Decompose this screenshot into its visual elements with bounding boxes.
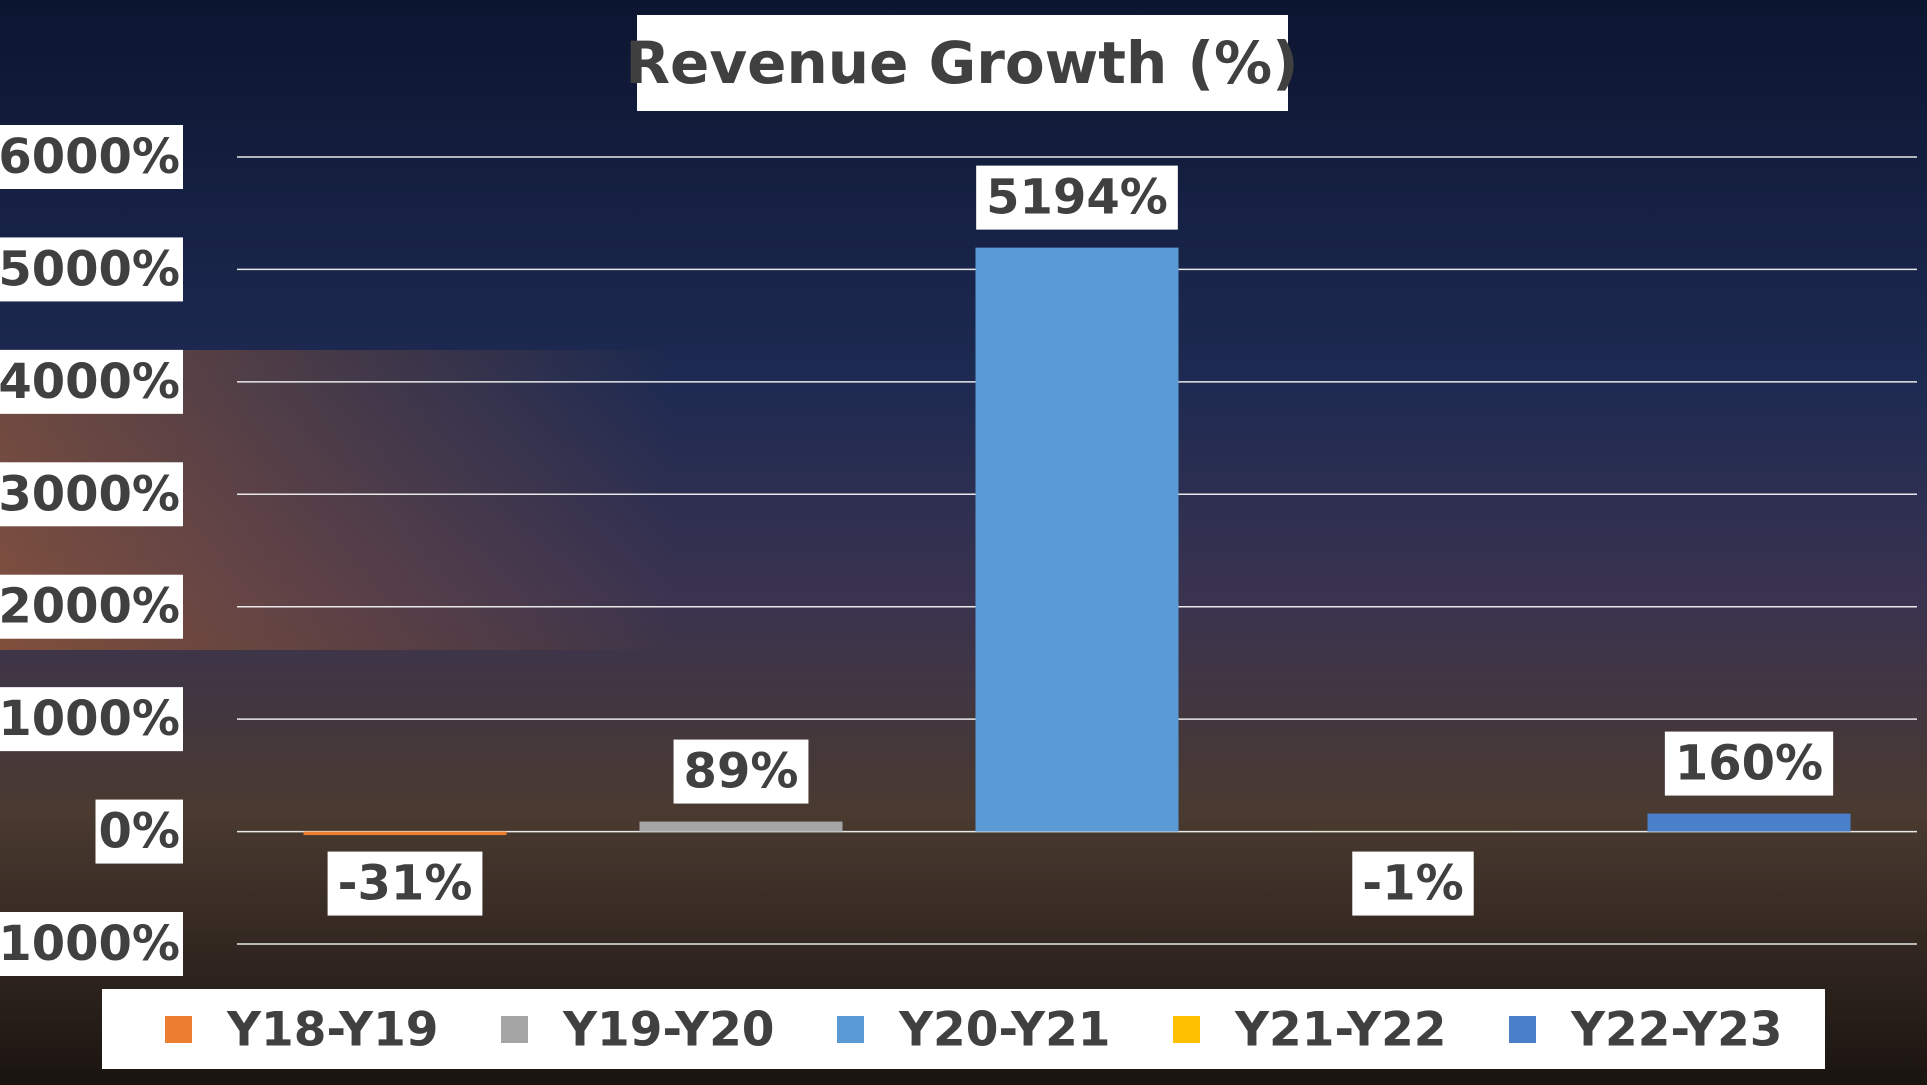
legend-label: Y20-Y21: [898, 1003, 1110, 1058]
y-tick-label: 5000%: [0, 241, 180, 297]
title-box: [637, 15, 1288, 111]
legend-swatch: [837, 1016, 864, 1043]
y-tick-label: 4000%: [0, 354, 180, 410]
bar: [639, 821, 843, 832]
y-tick-label: 0%: [99, 804, 181, 860]
y-tick-label: 2000%: [0, 579, 180, 635]
y-tick-label-box: [0, 125, 183, 189]
y-tick-label-box: [0, 237, 183, 302]
data-label-box: [1664, 731, 1834, 796]
legend-box: [102, 989, 1825, 1069]
data-label: -31%: [338, 856, 473, 912]
y-tick-label-box: [0, 687, 183, 752]
bar: [303, 831, 507, 836]
data-label-box: [673, 739, 809, 804]
legend-swatch: [165, 1016, 192, 1043]
y-tick-label: 3000%: [0, 466, 180, 522]
legend-label: Y18-Y19: [226, 1003, 438, 1058]
y-tick-label-box: [0, 462, 183, 527]
data-label: -1%: [1362, 856, 1463, 912]
bar: [1647, 813, 1851, 832]
data-label-box: [1352, 851, 1474, 916]
legend-label: Y22-Y23: [1570, 1003, 1782, 1058]
legend-label: Y19-Y20: [562, 1003, 774, 1058]
legend-swatch: [1509, 1016, 1536, 1043]
y-tick-label-box: [0, 574, 183, 639]
y-tick-label: 6000%: [0, 129, 180, 185]
y-tick-label-box: [0, 349, 183, 414]
y-tick-label-box: [0, 912, 183, 976]
data-label: 89%: [684, 744, 799, 800]
legend-swatch: [1173, 1016, 1200, 1043]
data-label-box: [327, 851, 483, 916]
background-glow: [0, 350, 1927, 650]
data-label-box: [976, 165, 1178, 230]
y-tick-label-box: [95, 799, 183, 864]
chart-title: Revenue Growth (%): [625, 29, 1298, 97]
y-tick-label: -1000%: [0, 916, 180, 972]
legend-swatch: [501, 1016, 528, 1043]
data-label: 160%: [1675, 736, 1823, 792]
y-tick-label: 1000%: [0, 691, 180, 747]
bar: [975, 247, 1179, 832]
data-label: 5194%: [986, 170, 1168, 226]
legend-label: Y21-Y22: [1234, 1003, 1446, 1058]
